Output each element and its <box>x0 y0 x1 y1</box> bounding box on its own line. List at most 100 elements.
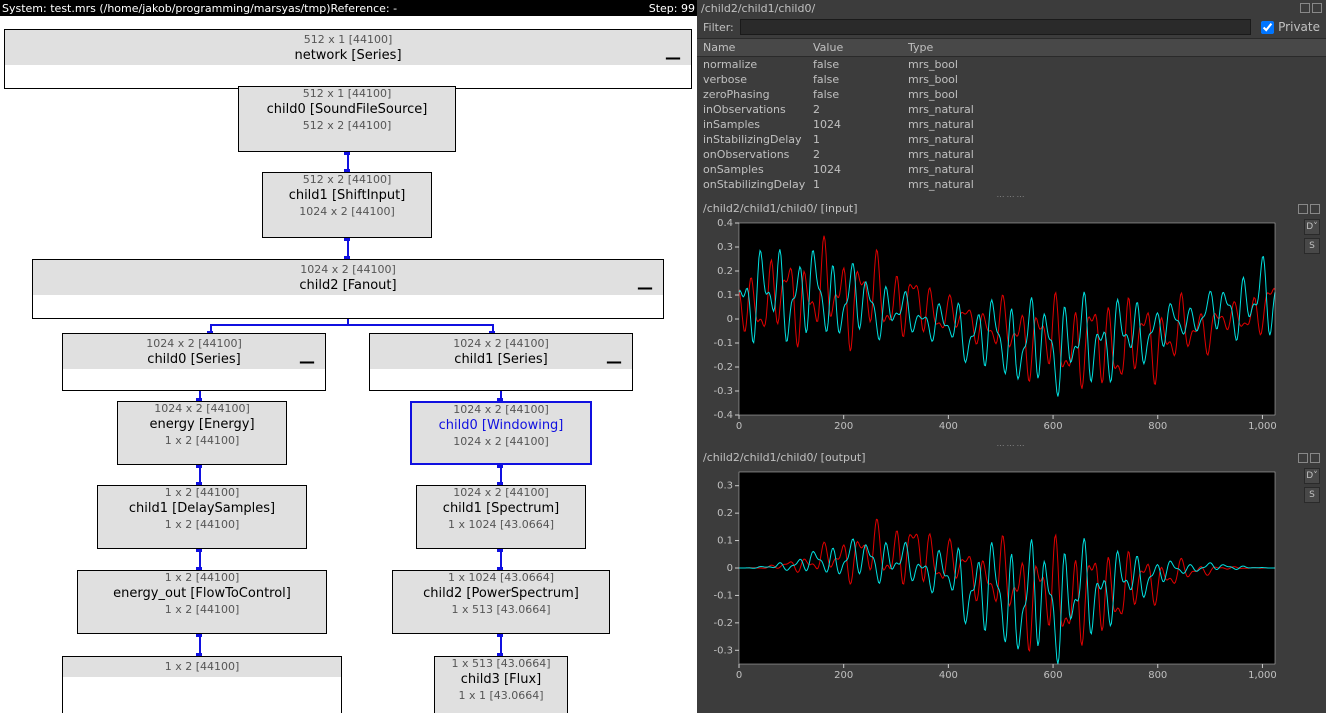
svg-text:0.2: 0.2 <box>717 508 733 519</box>
svg-text:200: 200 <box>834 421 853 432</box>
node-name <box>63 673 341 677</box>
graph-node-energy[interactable]: 1024 x 2 [44100]energy [Energy]1 x 2 [44… <box>117 401 287 465</box>
svg-text:0.2: 0.2 <box>717 266 733 277</box>
node-bot-size: 512 x 2 [44100] <box>239 119 455 135</box>
node-top-size: 1 x 2 [44100] <box>98 486 306 499</box>
svg-text:600: 600 <box>1044 670 1063 681</box>
node-bot-size: 1 x 1 [43.0664] <box>435 689 567 705</box>
table-row[interactable]: normalizefalsemrs_bool <box>697 57 1326 72</box>
detach-icon[interactable] <box>1298 453 1308 463</box>
prop-value: 1 <box>807 177 902 192</box>
node-name: child1 [DelaySamples] <box>98 499 306 518</box>
svg-text:-0.4: -0.4 <box>713 410 733 421</box>
table-row[interactable]: onSamples1024mrs_natural <box>697 162 1326 177</box>
table-header[interactable]: Name Value Type <box>697 38 1326 57</box>
col-header-type[interactable]: Type <box>902 39 1326 56</box>
properties-table: Name Value Type normalizefalsemrs_boolve… <box>697 38 1326 192</box>
prop-name: onStabilizingDelay <box>697 177 807 192</box>
detach-icon[interactable] <box>1300 3 1310 13</box>
prop-value: 1024 <box>807 117 902 132</box>
svg-text:-0.2: -0.2 <box>713 618 733 629</box>
node-name: child1 [Spectrum] <box>417 499 585 518</box>
graph-node-eout[interactable]: 1 x 2 [44100]energy_out [FlowToControl]1… <box>77 570 327 634</box>
col-header-name[interactable]: Name <box>697 39 807 56</box>
collapse-icon[interactable]: — <box>606 352 622 371</box>
node-top-size: 1 x 1024 [43.0664] <box>393 571 609 584</box>
prop-value: 2 <box>807 102 902 117</box>
graph-node-c0[interactable]: 512 x 1 [44100]child0 [SoundFileSource]5… <box>238 86 456 152</box>
node-name: child0 [Windowing] <box>412 416 590 435</box>
svg-text:400: 400 <box>939 670 958 681</box>
prop-type: mrs_bool <box>902 57 1326 72</box>
node-top-size: 512 x 2 [44100] <box>263 173 431 186</box>
table-row[interactable]: onObservations2mrs_natural <box>697 147 1326 162</box>
col-header-value[interactable]: Value <box>807 39 902 56</box>
detach-icon[interactable] <box>1298 204 1308 214</box>
svg-text:200: 200 <box>834 670 853 681</box>
prop-type: mrs_bool <box>902 72 1326 87</box>
collapse-icon[interactable]: — <box>665 48 681 67</box>
node-name: child1 [ShiftInput] <box>263 186 431 205</box>
top-status-bar: System: test.mrs (/home/jakob/programmin… <box>0 0 697 16</box>
node-bot-size: 1 x 1024 [43.0664] <box>417 518 585 534</box>
table-row[interactable]: onStabilizingDelay1mrs_natural <box>697 177 1326 192</box>
svg-text:0: 0 <box>727 314 733 325</box>
prop-value: false <box>807 87 902 102</box>
filter-row: Filter: Private <box>697 16 1326 38</box>
chart-d-button[interactable]: D˅ <box>1304 219 1320 235</box>
graph-node-c1[interactable]: 512 x 2 [44100]child1 [ShiftInput]1024 x… <box>262 172 432 238</box>
network-graph-canvas[interactable]: 512 x 1 [44100]network [Series]—512 x 1 … <box>0 16 697 713</box>
splitter-handle[interactable]: ⋯⋯⋯ <box>697 192 1326 200</box>
prop-value: 1024 <box>807 162 902 177</box>
graph-node-delay[interactable]: 1 x 2 [44100]child1 [DelaySamples]1 x 2 … <box>97 485 307 549</box>
close-icon[interactable] <box>1310 453 1320 463</box>
chart-input[interactable]: 02004006008001,000-0.4-0.3-0.2-0.100.10.… <box>701 217 1304 437</box>
svg-text:-0.1: -0.1 <box>713 590 733 601</box>
filter-label: Filter: <box>703 21 734 34</box>
properties-title-bar: /child2/child1/child0/ <box>697 0 1326 16</box>
private-checkbox[interactable] <box>1261 21 1274 34</box>
table-row[interactable]: verbosefalsemrs_bool <box>697 72 1326 87</box>
graph-node-chain_end[interactable]: 1 x 2 [44100] <box>62 656 342 713</box>
graph-node-net[interactable]: 512 x 1 [44100]network [Series]— <box>4 29 692 89</box>
prop-name: zeroPhasing <box>697 87 807 102</box>
prop-name: inSamples <box>697 117 807 132</box>
private-label: Private <box>1278 20 1320 34</box>
chart-s-button[interactable]: S <box>1304 238 1320 254</box>
node-bot-size: 1 x 513 [43.0664] <box>393 603 609 619</box>
graph-node-flux[interactable]: 1 x 513 [43.0664]child3 [Flux]1 x 1 [43.… <box>434 656 568 713</box>
chart-d-button[interactable]: D˅ <box>1304 468 1320 484</box>
node-bot-size: 1024 x 2 [44100] <box>263 205 431 221</box>
svg-text:1,000: 1,000 <box>1248 421 1277 432</box>
prop-type: mrs_natural <box>902 177 1326 192</box>
table-row[interactable]: inSamples1024mrs_natural <box>697 117 1326 132</box>
splitter-handle[interactable]: ⋯⋯⋯ <box>697 441 1326 449</box>
prop-name: onSamples <box>697 162 807 177</box>
svg-text:0: 0 <box>736 421 742 432</box>
prop-type: mrs_natural <box>902 117 1326 132</box>
prop-value: 1 <box>807 132 902 147</box>
close-icon[interactable] <box>1312 3 1322 13</box>
svg-text:-0.2: -0.2 <box>713 362 733 373</box>
node-bot-size: 1 x 2 [44100] <box>78 603 326 619</box>
graph-node-c2[interactable]: 1024 x 2 [44100]child2 [Fanout]— <box>32 259 664 319</box>
table-row[interactable]: inStabilizingDelay1mrs_natural <box>697 132 1326 147</box>
graph-node-win[interactable]: 1024 x 2 [44100]child0 [Windowing]1024 x… <box>410 401 592 465</box>
filter-input[interactable] <box>740 19 1251 35</box>
node-name: child0 [SoundFileSource] <box>239 100 455 119</box>
collapse-icon[interactable]: — <box>637 278 653 297</box>
graph-node-c2c1[interactable]: 1024 x 2 [44100]child1 [Series]— <box>369 333 633 391</box>
node-top-size: 1 x 513 [43.0664] <box>435 657 567 670</box>
chart-output[interactable]: 02004006008001,000-0.3-0.2-0.100.10.20.3 <box>701 466 1304 686</box>
graph-node-spec[interactable]: 1024 x 2 [44100]child1 [Spectrum]1 x 102… <box>416 485 586 549</box>
table-row[interactable]: zeroPhasingfalsemrs_bool <box>697 87 1326 102</box>
graph-node-pspec[interactable]: 1 x 1024 [43.0664]child2 [PowerSpectrum]… <box>392 570 610 634</box>
graph-node-c2c0[interactable]: 1024 x 2 [44100]child0 [Series]— <box>62 333 326 391</box>
prop-name: verbose <box>697 72 807 87</box>
node-bot-size: 1 x 2 [44100] <box>118 434 286 450</box>
collapse-icon[interactable]: — <box>299 352 315 371</box>
chart-s-button[interactable]: S <box>1304 487 1320 503</box>
close-icon[interactable] <box>1310 204 1320 214</box>
prop-value: false <box>807 72 902 87</box>
table-row[interactable]: inObservations2mrs_natural <box>697 102 1326 117</box>
